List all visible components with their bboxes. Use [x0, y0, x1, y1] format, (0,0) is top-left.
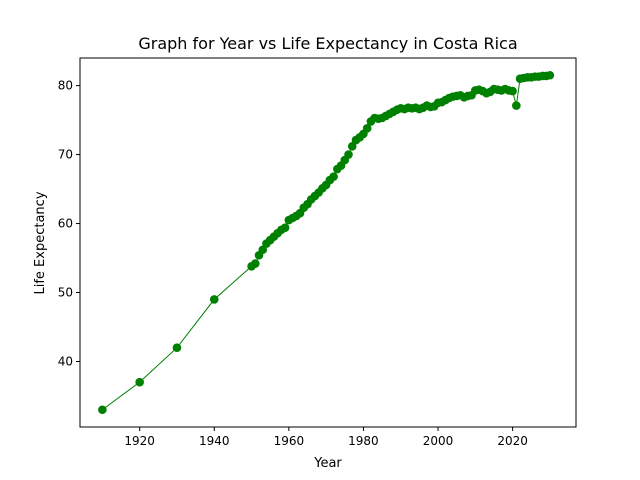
data-point	[344, 150, 353, 159]
x-tick-label: 2000	[423, 434, 454, 448]
data-point	[258, 245, 268, 255]
x-tick-label: 1920	[124, 434, 155, 448]
y-tick-label: 40	[58, 354, 73, 368]
x-tick-label: 2020	[497, 434, 528, 448]
chart-title: Graph for Year vs Life Expectancy in Cos…	[138, 34, 517, 53]
axes-frame	[79, 57, 577, 428]
y-tick-label: 60	[58, 217, 73, 231]
data-point	[135, 377, 144, 387]
data-point	[98, 405, 107, 415]
x-axis-ticks: 1920 1940 1960 1980 2000 2020	[124, 427, 528, 448]
data-point	[545, 70, 555, 80]
x-tick-label: 1940	[199, 434, 230, 448]
data-point	[508, 86, 517, 96]
y-tick-label: 70	[58, 148, 73, 162]
y-tick-label: 80	[58, 79, 73, 93]
y-axis-ticks: 40 50 60 70 80	[58, 79, 80, 368]
series-markers	[98, 70, 555, 415]
x-tick-label: 1980	[348, 434, 379, 448]
y-tick-label: 50	[58, 286, 73, 300]
data-point	[362, 124, 372, 133]
data-point	[209, 295, 219, 304]
data-point	[172, 343, 182, 352]
data-point	[512, 101, 521, 110]
data-point	[250, 259, 260, 268]
data-point	[329, 172, 338, 181]
data-point	[280, 223, 290, 232]
x-tick-label: 1960	[274, 434, 305, 448]
y-axis-label: Life Expectancy	[33, 191, 48, 294]
plot-area	[98, 70, 555, 415]
data-point	[347, 141, 357, 151]
x-axis-label: Year	[313, 456, 342, 471]
